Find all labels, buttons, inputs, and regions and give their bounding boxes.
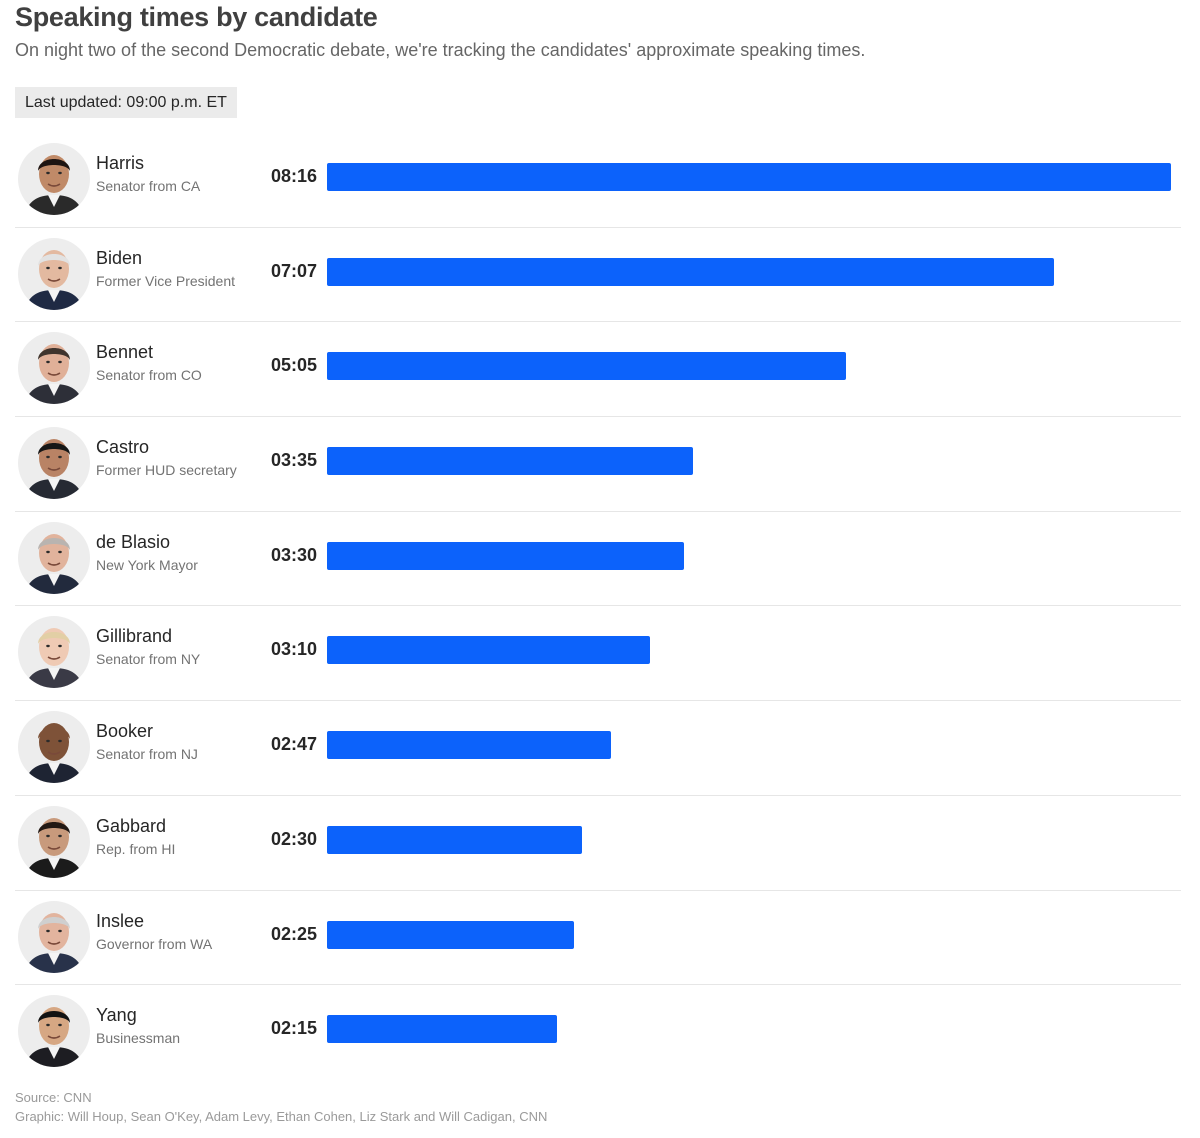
candidate-photo [18,521,90,594]
chart-title: Speaking times by candidate [15,2,378,32]
portrait-icon [24,344,84,405]
speaking-time-label: 02:47 [270,734,317,755]
portrait-icon [24,1007,84,1068]
candidate-role: New York Mayor [96,556,198,573]
candidate-photo [18,805,90,878]
candidate-photo [18,616,90,689]
portrait-icon [24,723,84,784]
portrait-icon [24,249,84,310]
candidate-row-bennet: Bennet Senator from CO 05:05 [15,322,1181,418]
candidate-name: Gabbard [96,815,167,836]
speaking-time-label: 03:10 [270,639,317,660]
candidate-photo [18,711,90,784]
candidate-photo [18,995,90,1068]
candidate-rows: Harris Senator from CA 08:16 Biden Former Vi… [15,133,1181,1080]
speaking-time-label: 07:07 [270,260,317,281]
candidate-name: Booker [96,721,154,742]
speaking-time-bar [327,636,650,665]
speaking-time-label: 03:35 [270,450,317,471]
speaking-time-bar [327,920,574,949]
candidate-name: Yang [96,1005,137,1026]
candidate-row-de-blasio: de Blasio New York Mayor 03:30 [15,512,1181,607]
candidate-name: Castro [96,437,150,458]
candidate-role: Former HUD secretary [96,462,237,479]
candidate-row-gabbard: Gabbard Rep. from HI 02:30 [15,796,1181,891]
candidate-name: Bennet [96,342,154,363]
source-note: Source: CNN [15,1090,92,1105]
speaking-time-bar [327,447,693,476]
candidate-role: Senator from CO [96,367,202,384]
speaking-time-bar [327,1015,557,1044]
candidate-role: Rep. from HI [96,840,176,857]
candidate-row-gillibrand: Gillibrand Senator from NY 03:10 [15,606,1181,702]
last-updated-badge: Last updated: 09:00 p.m. ET [15,87,237,118]
speaking-time-label: 08:16 [270,166,317,186]
speaking-time-bar [327,731,611,760]
candidate-photo [18,332,90,405]
speaking-time-label: 05:05 [270,355,317,376]
candidate-photo [18,143,90,215]
candidate-photo [18,427,90,500]
candidate-photo [18,237,90,310]
speaking-time-bar [327,257,1054,286]
candidate-name: de Blasio [96,531,171,552]
candidate-photo [18,900,90,973]
candidate-role: Senator from CA [96,178,201,194]
candidate-name: Gillibrand [96,626,173,647]
speaking-time-label: 03:30 [270,544,317,565]
speaking-time-bar [327,825,582,854]
speaking-time-bar [327,541,684,570]
portrait-icon [24,533,84,594]
candidate-role: Former Vice President [96,272,236,289]
portrait-icon [24,155,84,215]
portrait-icon [24,817,84,878]
portrait-icon [24,912,84,973]
candidate-row-yang: Yang Businessman 02:15 [15,985,1181,1080]
chart-subtitle: On night two of the second Democratic de… [15,40,866,60]
candidate-row-castro: Castro Former HUD secretary 03:35 [15,417,1181,512]
candidate-role: Senator from NJ [96,746,198,763]
candidate-role: Businessman [96,1030,181,1047]
candidate-name: Inslee [96,910,145,931]
candidate-name: Harris [96,153,144,173]
candidate-row-booker: Booker Senator from NJ 02:47 [15,701,1181,796]
speaking-time-bar [327,163,1171,191]
candidate-name: Biden [96,247,143,268]
candidate-row-harris: Harris Senator from CA 08:16 [15,133,1181,228]
candidate-row-inslee: Inslee Governor from WA 02:25 [15,891,1181,986]
candidate-row-biden: Biden Former Vice President 07:07 [15,228,1181,323]
portrait-icon [24,439,84,500]
speaking-time-label: 02:30 [270,828,317,849]
speaking-time-bar [327,352,846,381]
candidate-role: Governor from WA [96,935,213,952]
portrait-icon [24,628,84,689]
speaking-time-label: 02:25 [270,923,317,944]
credit-note: Graphic: Will Houp, Sean O'Key, Adam Lev… [15,1109,548,1124]
speaking-time-label: 02:15 [270,1018,317,1039]
candidate-role: Senator from NY [96,651,201,668]
